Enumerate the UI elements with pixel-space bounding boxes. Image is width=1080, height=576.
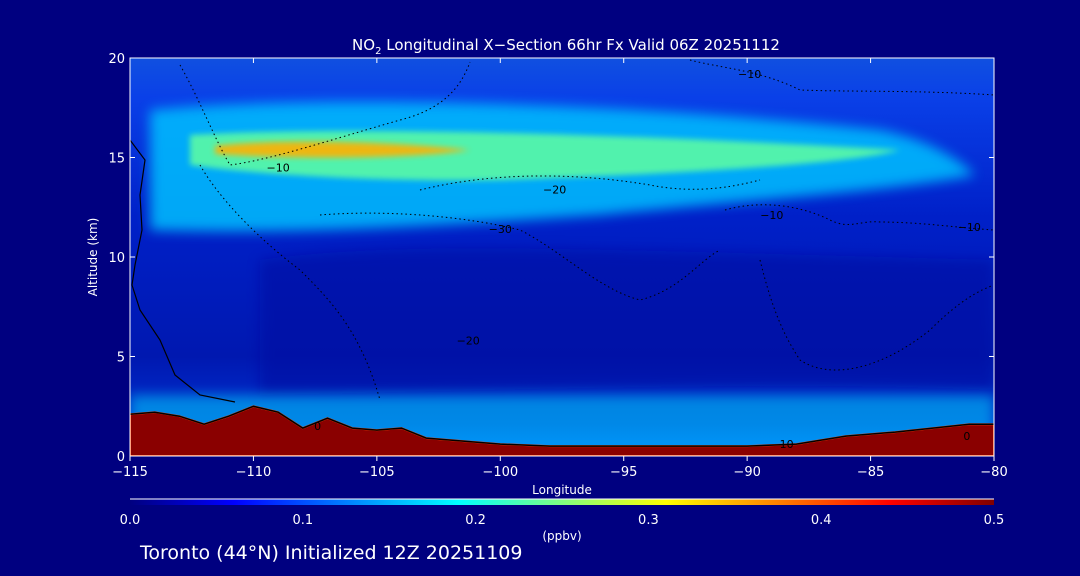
- contour-label: 0: [963, 430, 970, 443]
- contour-minus10-top: [689, 59, 994, 96]
- contour-label: 10: [780, 438, 794, 451]
- y-axis: 0 5 10 15 20: [108, 52, 994, 465]
- x-tick-label: −85: [857, 465, 884, 480]
- colorbar-tick-label: 0.1: [292, 513, 313, 528]
- footer-caption: Toronto (44°N) Initialized 12Z 20251109: [140, 542, 523, 564]
- contour-minus10-upper: [179, 61, 471, 166]
- y-tick-label: 5: [117, 351, 125, 366]
- chart-title: NO2 Longitudinal X−Section 66hr Fx Valid…: [352, 36, 780, 57]
- plot-area: −10 −20 −30 −10 −10 −10 −20 0 10 0: [130, 58, 994, 456]
- x-tick-label: −105: [359, 465, 395, 480]
- y-axis-label: Altitude (km): [86, 218, 100, 297]
- colorbar-ticks: 0.0 0.1 0.2 0.3 0.4 0.5: [120, 513, 1005, 528]
- colorbar-tick-label: 0.3: [638, 513, 659, 528]
- y-tick-label: 15: [108, 152, 125, 167]
- west-contour-line: [130, 139, 236, 403]
- x-axis: −115 −110 −105 −100 −95 −90 −85 −80: [112, 58, 1008, 480]
- contour-label: −20: [543, 183, 566, 196]
- x-tick-label: −80: [980, 465, 1007, 480]
- colorbar-tick-label: 0.4: [811, 513, 832, 528]
- colorbar: [130, 499, 994, 505]
- y-tick-label: 20: [108, 52, 125, 67]
- contour-minus20: [199, 164, 761, 401]
- contour-label: −10: [958, 221, 981, 234]
- x-tick-label: −100: [482, 465, 518, 480]
- contour-labels: −10 −20 −30 −10 −10 −10 −20 0 10 0: [267, 68, 981, 451]
- contour-label: −30: [489, 223, 512, 236]
- contour-label: −10: [760, 209, 783, 222]
- upper-no2-peak: [215, 141, 470, 158]
- colorbar-tick-label: 0.0: [120, 513, 141, 528]
- y-tick-label: 10: [108, 251, 125, 266]
- terrain-line: [130, 405, 994, 447]
- contour-minus30: [319, 212, 721, 301]
- contour-mid-east: [759, 259, 994, 371]
- y-tick-label: 0: [117, 450, 125, 465]
- colorbar-unit-label: (ppbv): [542, 529, 581, 543]
- contour-label: 0: [314, 420, 321, 433]
- contour-label: −10: [738, 68, 761, 81]
- x-axis-label: Longitude: [532, 483, 592, 497]
- x-tick-label: −90: [733, 465, 760, 480]
- x-tick-label: −95: [610, 465, 637, 480]
- contour-label: −20: [457, 335, 480, 348]
- colorbar-tick-label: 0.2: [465, 513, 486, 528]
- low-no2-region: [260, 248, 994, 395]
- contour-label: −10: [267, 161, 290, 174]
- contour-minus10-east: [724, 204, 994, 231]
- x-tick-label: −110: [236, 465, 272, 480]
- colorbar-tick-label: 0.5: [984, 513, 1005, 528]
- x-tick-label: −115: [112, 465, 148, 480]
